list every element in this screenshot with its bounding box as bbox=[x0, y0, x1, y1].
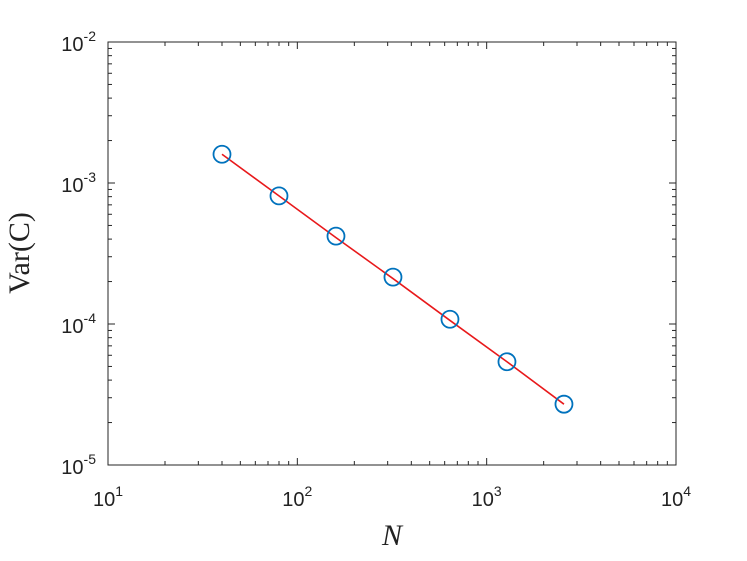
x-tick-label: 101 bbox=[93, 483, 123, 512]
data-point bbox=[326, 226, 346, 246]
x-tick-label: 104 bbox=[661, 483, 691, 512]
plot-area bbox=[107, 41, 677, 466]
x-tick-label: 102 bbox=[282, 483, 312, 512]
data-point bbox=[383, 267, 403, 287]
data-point bbox=[269, 186, 289, 206]
fit-line bbox=[221, 153, 565, 405]
y-axis-label: Var(C) bbox=[3, 212, 36, 294]
data-point bbox=[440, 309, 460, 329]
y-tick-label: 10-4 bbox=[61, 310, 96, 339]
data-point bbox=[212, 144, 232, 164]
y-tick-label: 10-5 bbox=[61, 451, 96, 480]
data-point bbox=[497, 352, 517, 372]
y-tick-label: 10-2 bbox=[61, 28, 96, 57]
x-axis-label: N bbox=[381, 519, 404, 552]
y-tick-label: 10-3 bbox=[61, 169, 96, 198]
x-tick-label: 103 bbox=[472, 483, 502, 512]
data-point bbox=[554, 394, 574, 414]
